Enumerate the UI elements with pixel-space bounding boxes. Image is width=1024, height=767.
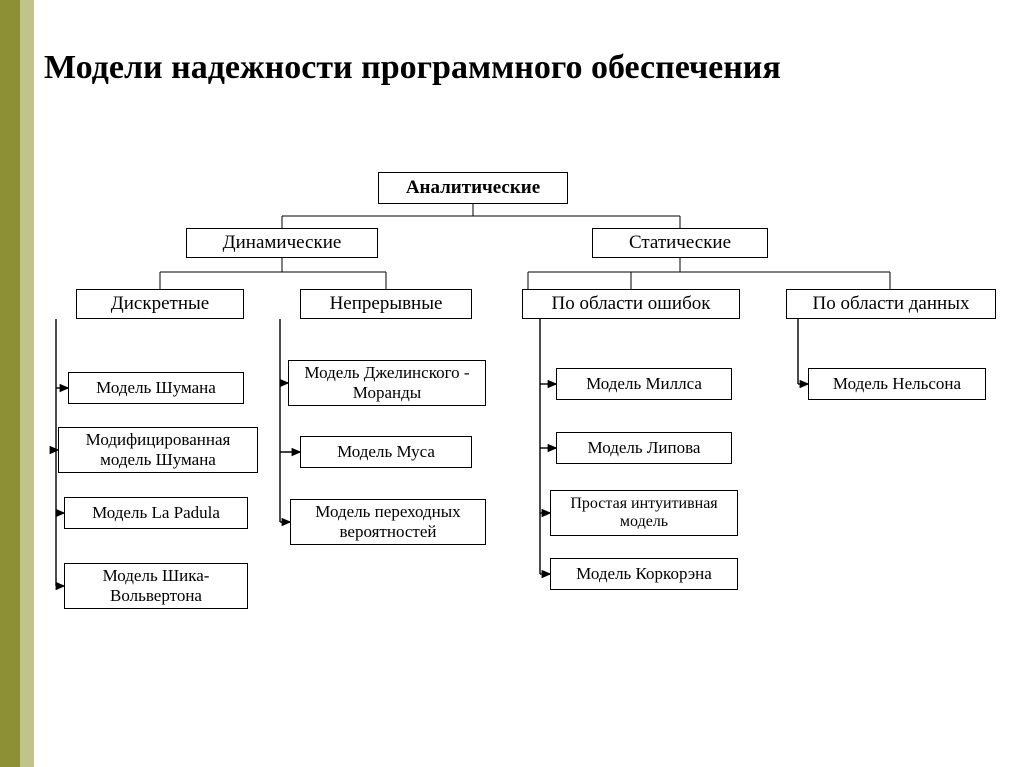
node-root: Аналитические <box>378 172 568 204</box>
node-mills: Модель Миллса <box>556 368 732 400</box>
node-nelson: Модель Нельсона <box>808 368 986 400</box>
sidebar-stripe-2 <box>20 0 34 767</box>
node-mod-shuman: Модифицированная модель Шумана <box>58 427 258 473</box>
node-jelinski: Модель Джелинского - Моранды <box>288 360 486 406</box>
node-static: Статические <box>592 228 768 258</box>
node-korkorena: Модель Коркорэна <box>550 558 738 590</box>
node-continuous: Непрерывные <box>300 289 472 319</box>
node-shika: Модель Шика-Вольвертона <box>64 563 248 609</box>
node-by-error: По области ошибок <box>522 289 740 319</box>
node-intuitive: Простая интуитивная модель <box>550 490 738 536</box>
node-musa: Модель Муса <box>300 436 472 468</box>
node-by-data: По области данных <box>786 289 996 319</box>
page-title: Модели надежности программного обеспечен… <box>44 48 781 87</box>
node-shuman: Модель Шумана <box>68 372 244 404</box>
node-lipova: Модель Липова <box>556 432 732 464</box>
sidebar-stripe-1 <box>0 0 20 767</box>
node-dynamic: Динамические <box>186 228 378 258</box>
node-transition: Модель переходных вероятностей <box>290 499 486 545</box>
node-discrete: Дискретные <box>76 289 244 319</box>
sidebar-decoration <box>0 0 34 767</box>
node-la-padula: Модель La Padula <box>64 497 248 529</box>
